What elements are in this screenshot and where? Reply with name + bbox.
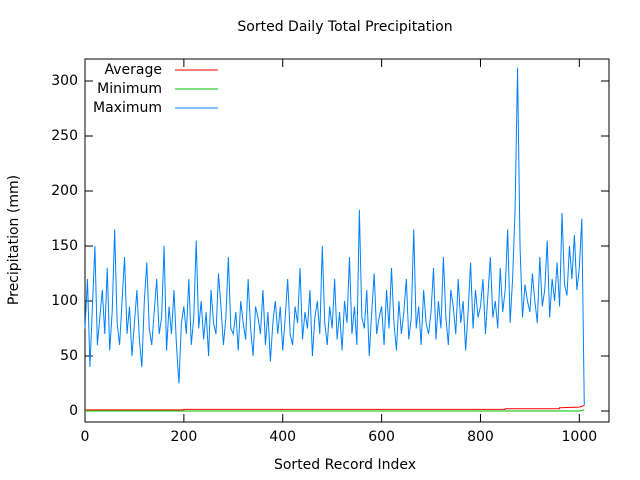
x-axis-label: Sorted Record Index (274, 457, 416, 473)
chart-title: Sorted Daily Total Precipitation (237, 19, 452, 35)
x-tick-label: 800 (467, 429, 494, 445)
y-tick-label: 200 (51, 183, 78, 199)
y-tick-label: 300 (51, 73, 78, 89)
x-tick-label: 200 (171, 429, 198, 445)
plot-border (84, 58, 610, 423)
y-tick-label: 250 (51, 128, 78, 144)
x-tick-label: 0 (81, 429, 90, 445)
legend-label: Minimum (97, 81, 162, 97)
y-tick-label: 150 (51, 238, 78, 254)
legend-label: Maximum (93, 100, 162, 116)
series-line (85, 405, 585, 411)
y-tick-label: 100 (51, 293, 78, 309)
series-line (84, 67, 585, 406)
x-tick-label: 1000 (562, 429, 598, 445)
x-tick-label: 600 (368, 429, 395, 445)
y-axis-label: Precipitation (mm) (6, 175, 22, 305)
series-line (85, 409, 585, 412)
y-tick-label: 0 (69, 403, 78, 419)
legend-label: Average (105, 62, 163, 78)
x-tick-label: 400 (269, 429, 296, 445)
y-tick-label: 50 (60, 348, 78, 364)
